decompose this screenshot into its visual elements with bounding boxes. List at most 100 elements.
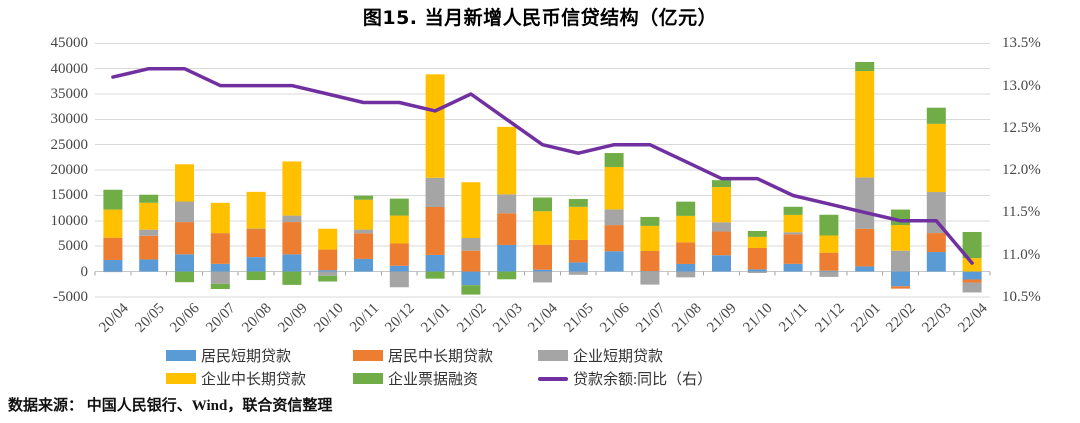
- bar-segment: [891, 225, 910, 251]
- bar-segment: [676, 242, 696, 264]
- legend-item: 居民中长期贷款: [353, 345, 493, 366]
- bar-segment: [461, 182, 481, 239]
- right-axis-label: 11.5%: [1002, 204, 1041, 221]
- bar-segment: [926, 192, 946, 234]
- legend-color-swatch: [538, 350, 568, 361]
- bar-segment: [568, 206, 588, 240]
- left-axis-label: 35000: [50, 86, 89, 103]
- bar-segment: [747, 269, 767, 272]
- bar-segment: [389, 198, 409, 216]
- bar-segment: [497, 213, 517, 245]
- legend-line-swatch: [538, 376, 568, 381]
- bar-segment: [210, 202, 230, 234]
- bar-segment: [926, 233, 946, 253]
- bar-segment: [604, 225, 624, 252]
- bar-segment: [640, 225, 660, 251]
- bar-segment: [425, 177, 445, 207]
- left-axis-label: 5000: [58, 238, 88, 255]
- bar-segment: [926, 107, 946, 124]
- bar-segment: [855, 61, 875, 72]
- bar-segment: [747, 247, 767, 270]
- bar-segment: [712, 255, 731, 272]
- left-axis-label: 10000: [50, 212, 89, 229]
- bar-segment: [747, 271, 767, 274]
- right-axis-label: 13.5%: [1002, 35, 1041, 52]
- legend-item: 居民短期贷款: [166, 345, 291, 366]
- bar-segment: [175, 271, 194, 283]
- bar-segment: [354, 258, 373, 272]
- bar-segment: [318, 270, 338, 272]
- bar-segment: [926, 123, 946, 193]
- loan-balance-yoy-line: [111, 66, 974, 265]
- left-axis-label: 0: [80, 263, 89, 280]
- bar-segment: [461, 238, 481, 251]
- right-axis-label: 12.0%: [1002, 162, 1041, 179]
- bar-segment: [533, 197, 552, 212]
- bar-segment: [389, 215, 409, 244]
- bar-segment: [962, 279, 982, 283]
- bar-segment: [103, 237, 123, 260]
- bar-segment: [533, 271, 552, 283]
- legend-label: 企业短期贷款: [573, 349, 664, 365]
- bar-segment: [461, 285, 481, 295]
- bar-segment: [246, 228, 266, 230]
- bar-segment: [210, 283, 230, 289]
- bar-segment: [855, 71, 875, 178]
- legend-color-swatch: [166, 350, 196, 361]
- bar-segment: [282, 254, 302, 272]
- legend-item: 企业短期贷款: [538, 345, 663, 366]
- bar-segment: [318, 271, 338, 276]
- bar-segment: [712, 231, 731, 256]
- bar-segment: [175, 201, 194, 223]
- bar-segment: [962, 231, 982, 259]
- bar-segment: [783, 214, 803, 233]
- bar-segment: [855, 177, 875, 229]
- bar-segment: [282, 215, 302, 223]
- bar-segment: [461, 271, 481, 286]
- bar-segment: [103, 209, 123, 238]
- bar-segment: [819, 235, 839, 253]
- bar-segment: [891, 271, 910, 287]
- bar-segment: [676, 201, 696, 216]
- bar-segment: [962, 271, 982, 280]
- left-axis-label: 45000: [50, 35, 89, 52]
- bar-segment: [962, 282, 982, 293]
- bar-segment: [747, 230, 767, 237]
- bar-segment: [139, 194, 159, 203]
- bar-segment: [425, 74, 445, 178]
- left-axis-label: 20000: [50, 162, 89, 179]
- bar-segment: [246, 257, 266, 272]
- bar-segment: [712, 187, 731, 223]
- bar-segment: [604, 251, 624, 272]
- bar-segment: [819, 271, 839, 277]
- bar-segment: [855, 266, 875, 272]
- bar-segment: [246, 191, 266, 229]
- bar-segment: [139, 202, 159, 230]
- bar-segment: [175, 222, 194, 255]
- bar-segment: [389, 265, 409, 272]
- bar-segment: [640, 216, 660, 226]
- bar-segment: [318, 275, 338, 282]
- bar-segment: [891, 286, 910, 289]
- bar-segment: [354, 229, 373, 234]
- legend-item: 企业票据融资: [353, 368, 478, 389]
- legend-color-swatch: [353, 350, 383, 361]
- left-axis-label: -5000: [53, 288, 88, 305]
- bar-segment: [246, 271, 266, 281]
- bar-segment: [139, 259, 159, 272]
- bar-segment: [783, 232, 803, 235]
- right-axis-label: 10.5%: [1002, 288, 1041, 305]
- bar-segment: [175, 164, 194, 202]
- bar-segment: [497, 126, 517, 195]
- bar-segment: [783, 263, 803, 272]
- legend-label: 居民短期贷款: [201, 349, 292, 365]
- bar-segment: [282, 161, 302, 216]
- bar-segment: [354, 233, 373, 259]
- bar-segment: [712, 180, 731, 188]
- bar-segment: [425, 254, 445, 272]
- bar-segment: [533, 269, 552, 272]
- bar-segment: [282, 222, 302, 255]
- legend-label: 贷款余额:同比（右）: [573, 372, 713, 388]
